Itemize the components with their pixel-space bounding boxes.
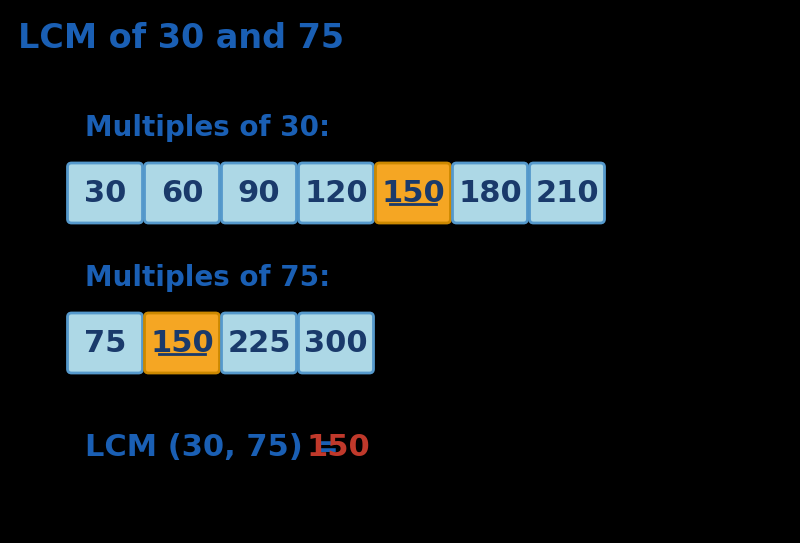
Text: LCM (30, 75) =: LCM (30, 75) = — [85, 433, 350, 463]
Text: 225: 225 — [227, 329, 290, 357]
Text: 60: 60 — [161, 179, 203, 207]
Text: LCM of 30 and 75: LCM of 30 and 75 — [18, 22, 344, 54]
Text: Multiples of 75:: Multiples of 75: — [85, 264, 330, 292]
FancyBboxPatch shape — [453, 163, 527, 223]
Text: 210: 210 — [535, 179, 599, 207]
Text: 180: 180 — [458, 179, 522, 207]
Text: 300: 300 — [304, 329, 368, 357]
FancyBboxPatch shape — [145, 163, 219, 223]
FancyBboxPatch shape — [222, 163, 297, 223]
Text: 90: 90 — [238, 179, 280, 207]
Text: 150: 150 — [150, 329, 214, 357]
Text: 30: 30 — [84, 179, 126, 207]
FancyBboxPatch shape — [222, 313, 297, 373]
FancyBboxPatch shape — [375, 163, 450, 223]
Text: 120: 120 — [304, 179, 368, 207]
FancyBboxPatch shape — [67, 313, 142, 373]
Text: 75: 75 — [84, 329, 126, 357]
FancyBboxPatch shape — [298, 313, 374, 373]
FancyBboxPatch shape — [298, 163, 374, 223]
Text: 150: 150 — [381, 179, 445, 207]
FancyBboxPatch shape — [145, 313, 219, 373]
FancyBboxPatch shape — [530, 163, 605, 223]
FancyBboxPatch shape — [67, 163, 142, 223]
Text: 150: 150 — [307, 433, 370, 463]
Text: Multiples of 30:: Multiples of 30: — [85, 114, 330, 142]
